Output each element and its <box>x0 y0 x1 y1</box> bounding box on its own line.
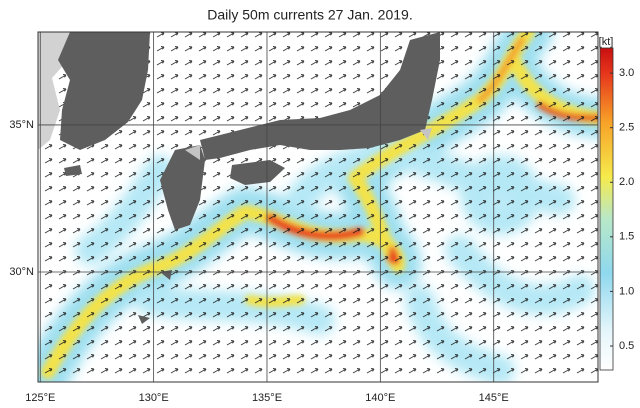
colorbar-tick-label: 1.5 <box>619 231 634 243</box>
x-tick-label: 145°E <box>479 392 509 404</box>
map-frame <box>37 31 599 383</box>
x-tick-label: 125°E <box>25 392 55 404</box>
y-tick-label: 35°N <box>9 119 34 131</box>
colorbar-tick-label: 1.0 <box>619 285 634 297</box>
colorbar-tick-label: 2.5 <box>619 122 634 134</box>
x-tick-label: 135°E <box>252 392 282 404</box>
colorbar-tick-label: 0.5 <box>619 340 634 352</box>
map-title: Daily 50m currents 27 Jan. 2019. <box>207 7 412 23</box>
x-tick-label: 140°E <box>365 392 395 404</box>
x-tick-label: 130°E <box>139 392 169 404</box>
colorbar-label: [kt] <box>599 36 614 48</box>
colorbar-tick-label: 2.0 <box>619 176 634 188</box>
colorbar-tick-label: 3.0 <box>619 67 634 79</box>
y-tick-label: 30°N <box>9 266 34 278</box>
colorbar <box>599 47 614 371</box>
map-area <box>38 32 598 382</box>
graticule <box>38 32 598 382</box>
